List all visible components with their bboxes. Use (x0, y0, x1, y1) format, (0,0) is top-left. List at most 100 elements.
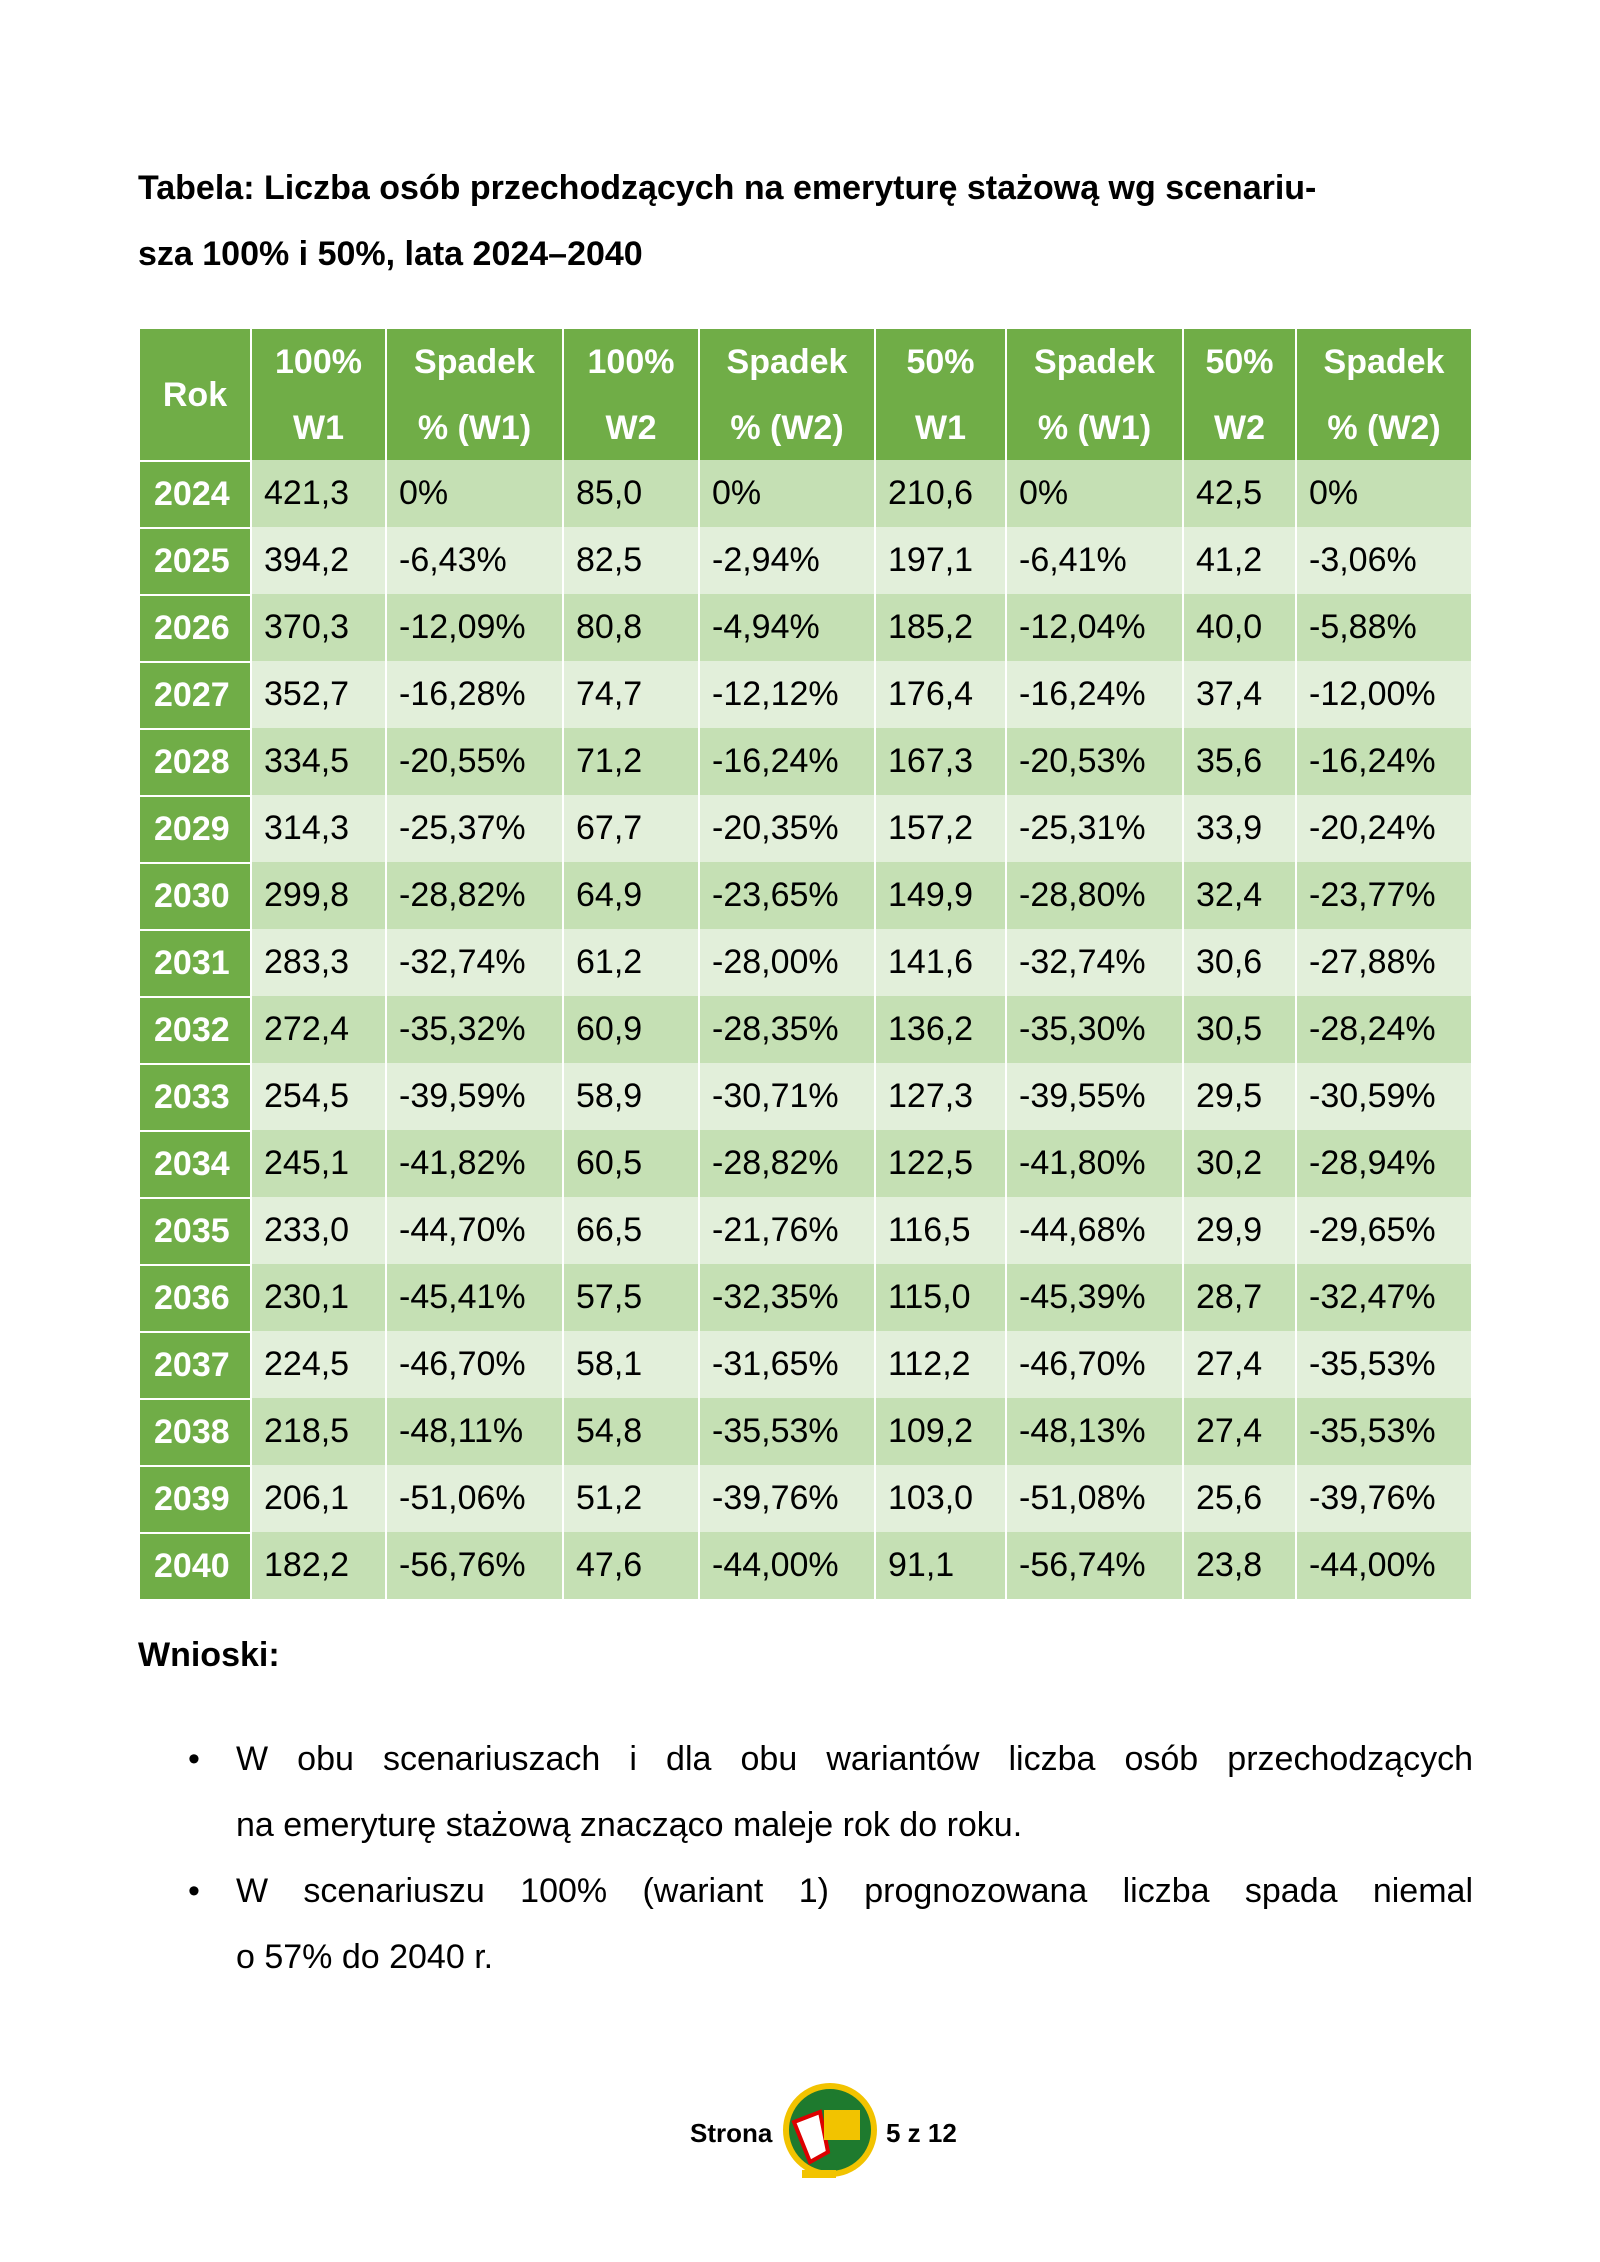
table-cell: 85,0 (564, 460, 700, 527)
table-cell: -32,74% (387, 929, 564, 996)
table-cell: 30,5 (1184, 996, 1297, 1063)
table-cell: 283,3 (252, 929, 387, 996)
table-cell: -20,55% (387, 728, 564, 795)
table-cell: -25,31% (1007, 795, 1184, 862)
table-cell: -28,82% (700, 1130, 876, 1197)
table-cell: -28,00% (700, 929, 876, 996)
bullet-line: W obu scenariuszach i dla obu wariantów … (236, 1740, 1473, 1778)
year-cell: 2034 (140, 1130, 252, 1197)
table-cell: -44,00% (700, 1532, 876, 1599)
table-cell: 233,0 (252, 1197, 387, 1264)
table-cell: 230,1 (252, 1264, 387, 1331)
table-cell: -39,76% (700, 1465, 876, 1532)
table-cell: -28,35% (700, 996, 876, 1063)
table-cell: -51,06% (387, 1465, 564, 1532)
table-cell: 122,5 (876, 1130, 1007, 1197)
table-cell: 71,2 (564, 728, 700, 795)
table-cell: -25,37% (387, 795, 564, 862)
table-cell: -20,35% (700, 795, 876, 862)
header-cell: 100% W1 (252, 329, 387, 460)
conclusions-heading: Wnioski: (138, 1636, 280, 1674)
table-cell: -23,77% (1297, 862, 1473, 929)
table-cell: -41,80% (1007, 1130, 1184, 1197)
table-cell: -28,82% (387, 862, 564, 929)
table-cell: 23,8 (1184, 1532, 1297, 1599)
table-cell: -35,32% (387, 996, 564, 1063)
year-cell: 2025 (140, 527, 252, 594)
bullet-dot: • (188, 1740, 200, 1778)
table-cell: 80,8 (564, 594, 700, 661)
header-text: W2 (605, 408, 657, 447)
table-cell: 29,5 (1184, 1063, 1297, 1130)
table-cell: -21,76% (700, 1197, 876, 1264)
header-text: % (W1) (1037, 408, 1152, 447)
year-cell: 2033 (140, 1063, 252, 1130)
table-cell: -28,24% (1297, 996, 1473, 1063)
table-cell: -39,76% (1297, 1465, 1473, 1532)
table-cell: -31,65% (700, 1331, 876, 1398)
title: Tabela: Liczba osób przechodzących na em… (138, 155, 1316, 287)
table-cell: 74,7 (564, 661, 700, 728)
header-text: W1 (915, 408, 966, 447)
table-cell: -2,94% (700, 527, 876, 594)
year-cell: 2024 (140, 460, 252, 527)
table-cell: -45,41% (387, 1264, 564, 1331)
table-cell: 218,5 (252, 1398, 387, 1465)
header-text: 100% (275, 342, 362, 381)
table-cell: 37,4 (1184, 661, 1297, 728)
table-cell: -32,35% (700, 1264, 876, 1331)
table-cell: 58,9 (564, 1063, 700, 1130)
table-cell: 115,0 (876, 1264, 1007, 1331)
table-cell: 141,6 (876, 929, 1007, 996)
header-cell: Spadek % (W2) (700, 329, 876, 460)
table-cell: -16,24% (1007, 661, 1184, 728)
table-cell: 0% (1007, 460, 1184, 527)
year-cell: 2036 (140, 1264, 252, 1331)
title-line: sza 100% i 50%, lata 2024–2040 (138, 235, 643, 273)
table-cell: 41,2 (1184, 527, 1297, 594)
table-cell: -5,88% (1297, 594, 1473, 661)
table-cell: -46,70% (1007, 1331, 1184, 1398)
table-cell: -6,43% (387, 527, 564, 594)
table-cell: 185,2 (876, 594, 1007, 661)
table-cell: 57,5 (564, 1264, 700, 1331)
header-cell: 100% W2 (564, 329, 700, 460)
logo (783, 2083, 877, 2178)
table-cell: 67,7 (564, 795, 700, 862)
table-cell: 82,5 (564, 527, 700, 594)
table-cell: -23,65% (700, 862, 876, 929)
table-cell: 40,0 (1184, 594, 1297, 661)
table-cell: -56,74% (1007, 1532, 1184, 1599)
table-cell: -12,00% (1297, 661, 1473, 728)
year-cell: 2031 (140, 929, 252, 996)
table-cell: 206,1 (252, 1465, 387, 1532)
year-cell: 2029 (140, 795, 252, 862)
header-cell: 50% W1 (876, 329, 1007, 460)
footer-right: 5 z 12 (886, 2118, 957, 2148)
table-cell: -20,24% (1297, 795, 1473, 862)
header-text: W1 (293, 408, 344, 447)
table-cell: -35,53% (1297, 1331, 1473, 1398)
table-cell: -12,04% (1007, 594, 1184, 661)
year-cell: 2028 (140, 728, 252, 795)
table-cell: 112,2 (876, 1331, 1007, 1398)
table-cell: -35,53% (1297, 1398, 1473, 1465)
header-text: Spadek (1323, 342, 1445, 381)
table-cell: 29,9 (1184, 1197, 1297, 1264)
table-cell: -44,68% (1007, 1197, 1184, 1264)
table-cell: 25,6 (1184, 1465, 1297, 1532)
table-cell: -27,88% (1297, 929, 1473, 996)
year-cell: 2027 (140, 661, 252, 728)
table-cell: -41,82% (387, 1130, 564, 1197)
header-text: Spadek (414, 342, 535, 381)
bullet-dot: • (188, 1872, 200, 1910)
table-cell: 32,4 (1184, 862, 1297, 929)
table-cell: 27,4 (1184, 1398, 1297, 1465)
table-cell: 35,6 (1184, 728, 1297, 795)
table-cell: 58,1 (564, 1331, 700, 1398)
table-cell: 197,1 (876, 527, 1007, 594)
table-cell: 28,7 (1184, 1264, 1297, 1331)
year-cell: 2039 (140, 1465, 252, 1532)
table-cell: -30,71% (700, 1063, 876, 1130)
